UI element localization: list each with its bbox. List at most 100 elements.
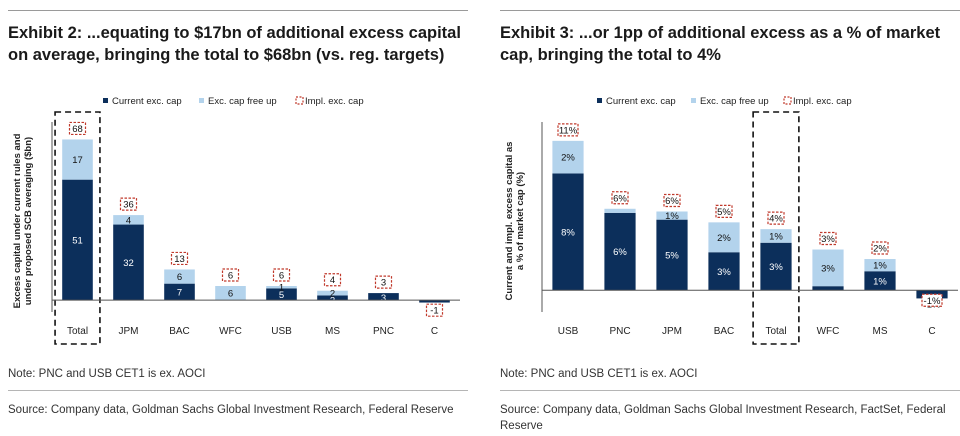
bar-current-pnc [604, 212, 636, 291]
impl-total-label: 3% [821, 234, 835, 245]
y-axis-title-line: Current and impl. excess capital as [504, 142, 515, 301]
bar-current-label: 3% [769, 262, 783, 273]
exhibit-2-chart: Current exc. cap Exc. cap free up Impl. ex… [12, 96, 460, 345]
bar-current-usb [266, 288, 297, 301]
x-tick-label: MS [873, 326, 888, 337]
bar-freeup-label: 2 [330, 289, 335, 300]
bar-freeup-wfc [812, 249, 844, 287]
x-tick-label: MS [325, 326, 340, 337]
bar-freeup-ms [317, 290, 348, 296]
bar-freeup-usb [266, 286, 297, 289]
impl-total-label: 6 [228, 271, 233, 282]
bar-current-bac [164, 283, 195, 301]
exhibit-2-note: Note: PNC and USB CET1 is ex. AOCI [8, 368, 206, 380]
bar-current-label: 5% [665, 250, 679, 261]
impl-total-box [663, 193, 681, 208]
impl-total-label: -1 [430, 306, 438, 317]
x-tick-label: BAC [169, 326, 190, 337]
bar-current-total [62, 179, 93, 301]
impl-total-label: 5% [717, 207, 731, 218]
x-tick-label: Total [67, 326, 88, 337]
exhibit-3-panel: Exhibit 3: ...or 1pp of additional exces… [492, 0, 960, 436]
exhibit-2-title: Exhibit 2: ...equating to $17bn of addit… [8, 24, 461, 64]
bar-freeup-label: 4 [126, 215, 131, 226]
bar-current-label: 3 [381, 293, 386, 304]
x-tick-label: PNC [609, 326, 630, 337]
exhibit-3-source: Source: Company data, Goldman Sachs Glob… [500, 404, 946, 432]
y-axis-title-line: Excess capital under current rules and [12, 133, 23, 308]
x-tick-label: USB [271, 326, 292, 337]
impl-total-label: -1% [924, 296, 941, 307]
exhibit-2-source: Source: Company data, Goldman Sachs Glob… [8, 404, 454, 416]
x-tick-label: C [928, 326, 935, 337]
bar-freeup-label: 1% [665, 211, 679, 222]
exhibit-3-title: Exhibit 3: ...or 1pp of additional exces… [500, 24, 941, 64]
impl-total-box [374, 275, 393, 289]
legend-current-swatch [103, 98, 108, 103]
impl-total-label: 11% [559, 125, 578, 136]
legend-impl-swatch [783, 96, 792, 105]
note-divider [500, 390, 960, 391]
legend-impl-label: Impl. exc. cap [793, 96, 852, 107]
bar-freeup-ms [864, 259, 896, 272]
bar-current-pnc [368, 293, 399, 301]
bar-freeup-label: 6 [228, 289, 233, 300]
x-tick-label: WFC [219, 326, 242, 337]
impl-total-box [611, 191, 629, 205]
bar-current-label: 6% [613, 247, 627, 258]
bar-current-label: 7 [177, 287, 182, 298]
impl-total-box [819, 231, 837, 246]
impl-total-box [557, 123, 579, 137]
bar-current-label: 3% [717, 267, 731, 278]
bar-freeup-usb [552, 140, 584, 174]
impl-total-box [921, 293, 943, 307]
x-tick-label: C [431, 326, 438, 337]
bar-freeup-total [62, 139, 93, 180]
impl-total-label: 6% [665, 196, 679, 207]
legend-impl-swatch [295, 96, 304, 105]
impl-total-box [323, 273, 342, 287]
bar-current-wfc [812, 286, 844, 291]
bar-freeup-jpm [656, 211, 688, 220]
bar-freeup-wfc [215, 286, 246, 301]
x-tick-label: WFC [817, 326, 840, 337]
impl-total-label: 3 [381, 278, 386, 289]
x-tick-label: BAC [714, 326, 735, 337]
top-divider [8, 10, 468, 11]
exhibit-2-panel: Exhibit 2: ...equating to $17bn of addit… [0, 0, 468, 436]
bar-current-total [760, 242, 792, 291]
x-tick-label: PNC [373, 326, 394, 337]
impl-total-label: 68 [72, 124, 83, 135]
bar-current-bac [708, 252, 740, 291]
y-axis-title-line: a % of market cap (%) [515, 172, 526, 270]
bar-current-ms [317, 295, 348, 301]
impl-total-box [170, 251, 189, 266]
impl-total-label: 36 [123, 200, 134, 211]
impl-total-label: 6 [279, 271, 284, 282]
legend-freeup-swatch [691, 98, 696, 103]
bar-current-label: 8% [561, 227, 575, 238]
bar-current-label: 1% [873, 276, 887, 287]
exhibit-3-note: Note: PNC and USB CET1 is ex. AOCI [500, 368, 698, 380]
impl-total-box [715, 204, 733, 218]
bar-freeup-label: 1 [279, 283, 284, 294]
impl-total-label: 4% [769, 214, 783, 225]
y-axis-title-line: under proposed SCB averaging ($bn) [23, 137, 34, 305]
impl-total-label: 6% [613, 193, 627, 204]
impl-total-box [425, 303, 444, 317]
impl-total-box [119, 197, 138, 211]
bar-freeup-jpm [113, 215, 144, 225]
exhibit-3-chart: Current exc. cap Exc. cap free up Impl. ex… [504, 96, 958, 345]
impl-total-box [272, 268, 291, 282]
bar-freeup-label: 2% [561, 153, 575, 164]
legend-current-label: Current exc. cap [112, 96, 182, 107]
bar-freeup-bac [708, 222, 740, 253]
bar-freeup-label: 2% [717, 233, 731, 244]
impl-total-label: 4 [330, 275, 335, 286]
total-highlight-box [752, 111, 800, 345]
legend-freeup-swatch [199, 98, 204, 103]
legend-current-swatch [597, 98, 602, 103]
total-highlight-box [54, 111, 101, 345]
bar-current-jpm [113, 224, 144, 301]
bar-freeup-total [760, 229, 792, 243]
